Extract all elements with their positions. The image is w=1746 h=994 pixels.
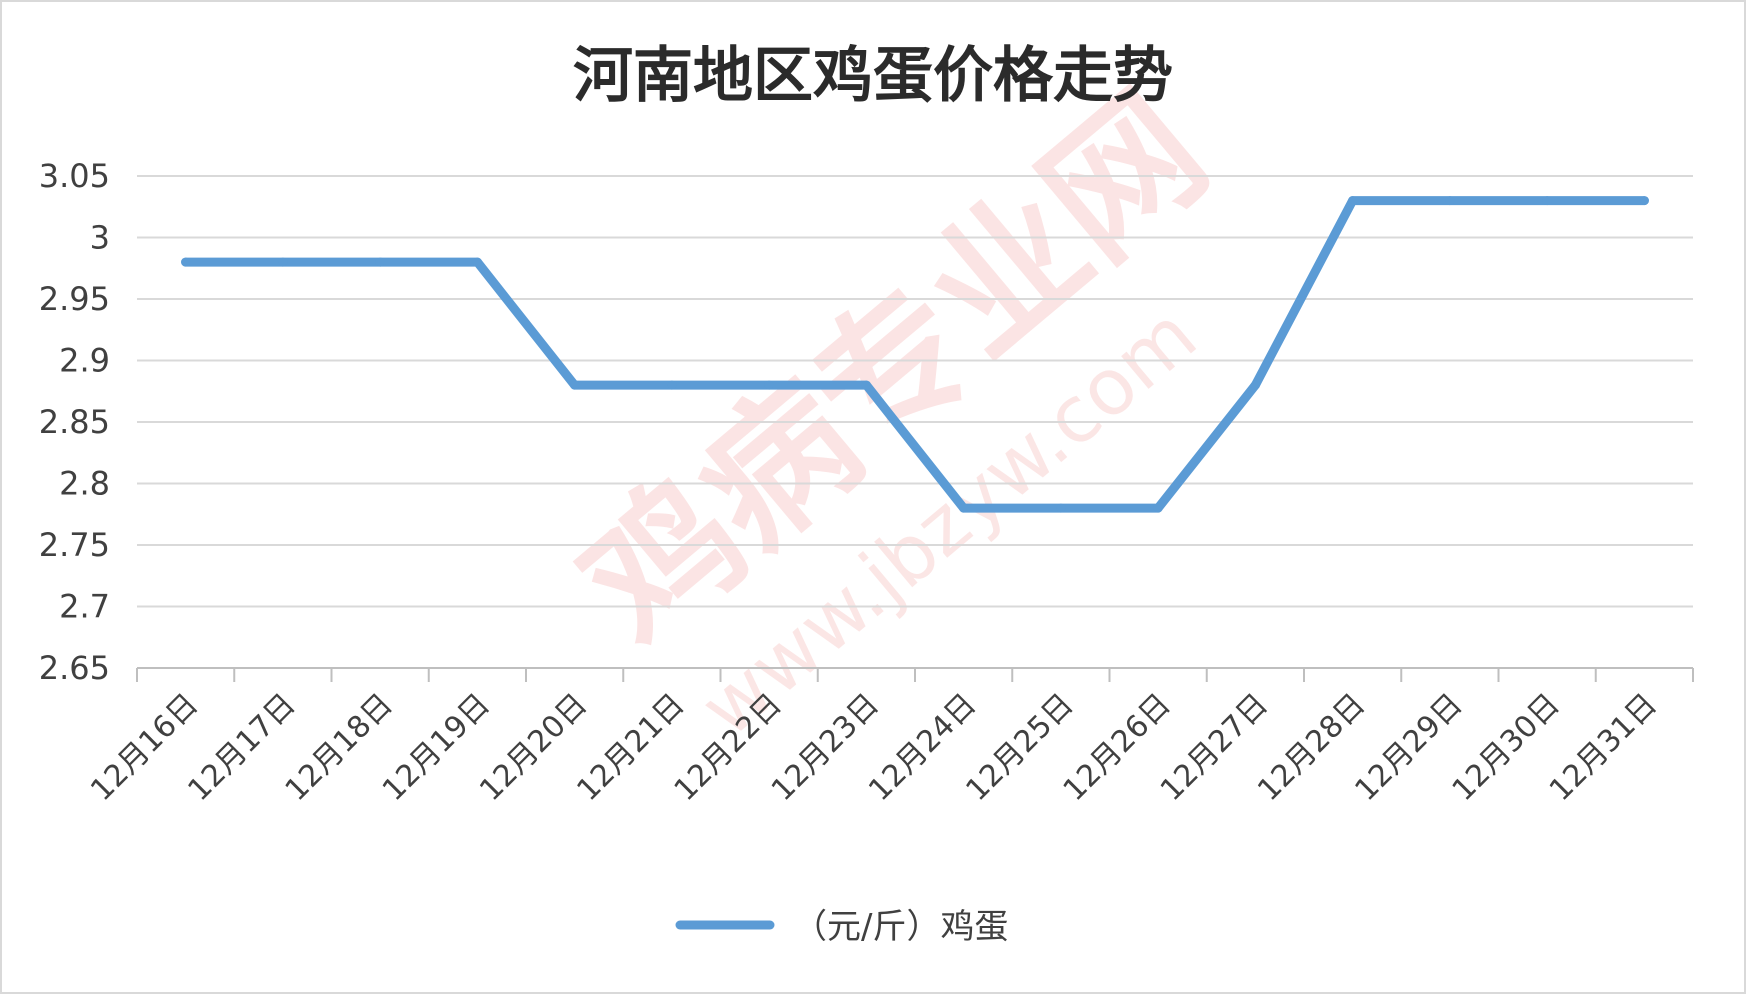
- legend: （元/斤）鸡蛋: [675, 907, 1008, 947]
- x-axis: [136, 667, 1694, 682]
- data-point: [959, 503, 969, 513]
- y-tick-label: 2.7: [59, 588, 110, 626]
- data-point: [1542, 196, 1552, 206]
- data-point: [764, 380, 774, 390]
- data-point: [181, 257, 191, 267]
- y-tick-label: 2.9: [59, 342, 110, 380]
- grid-lines: [137, 175, 1693, 608]
- data-point: [1639, 196, 1649, 206]
- data-point: [861, 380, 871, 390]
- data-point: [375, 257, 385, 267]
- y-tick-label: 2.95: [39, 280, 110, 318]
- data-point: [570, 380, 580, 390]
- data-point: [1056, 503, 1066, 513]
- series-layer: [181, 196, 1649, 513]
- data-point: [1445, 196, 1455, 206]
- chart-title: 河南地区鸡蛋价格走势: [573, 41, 1173, 111]
- y-tick-label: 2.85: [39, 403, 110, 441]
- data-point: [472, 257, 482, 267]
- legend-label: （元/斤）鸡蛋: [793, 907, 1008, 947]
- y-tick-label: 3.05: [39, 157, 110, 195]
- series-line: [181, 196, 1649, 513]
- y-tick-label: 3: [90, 219, 110, 257]
- data-point: [1250, 380, 1260, 390]
- data-point: [278, 257, 288, 267]
- y-axis-ticks: 3.05 3 2.95 2.9 2.85 2.8 2.75 2.7 2.65: [39, 157, 110, 687]
- data-point: [1348, 196, 1358, 206]
- y-tick-label: 2.65: [39, 649, 110, 687]
- data-point: [667, 380, 677, 390]
- y-tick-label: 2.8: [59, 465, 110, 503]
- y-tick-label: 2.75: [39, 526, 110, 564]
- data-point: [1153, 503, 1163, 513]
